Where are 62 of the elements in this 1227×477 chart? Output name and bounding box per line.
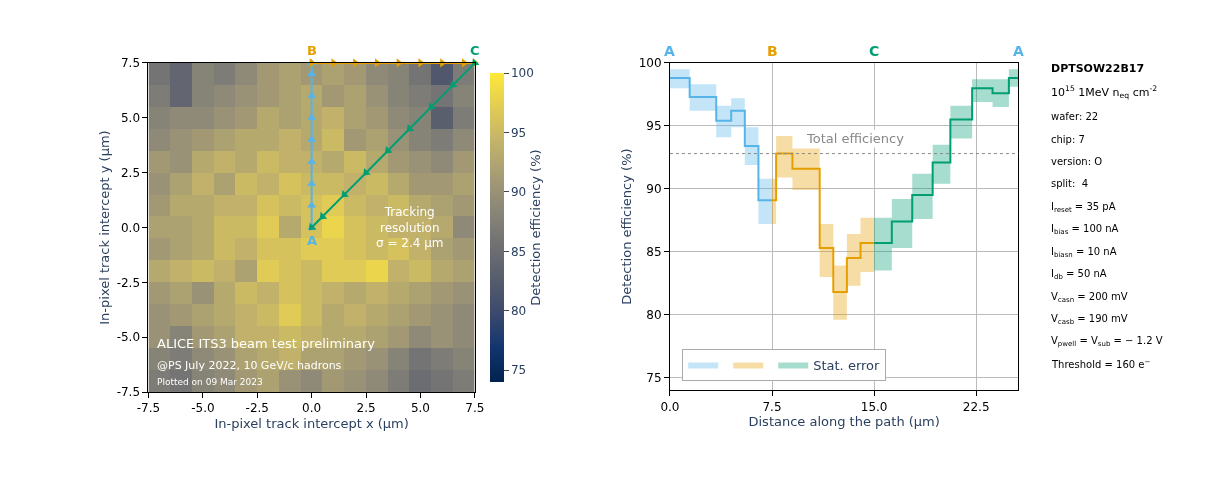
text: I$_{db}$ = 50 nA xyxy=(1051,268,1107,282)
text: V$_{pwell}$ = V$_{sub}$ = − 1.2 V xyxy=(1051,335,1163,349)
x-tick-label: 7.5 xyxy=(762,399,782,414)
text: I$_{reset}$ = 35 pA xyxy=(1051,201,1116,215)
text: split: 4 xyxy=(1051,178,1089,189)
x-tick-label: 5.0 xyxy=(410,401,430,416)
annotation: ALICE ITS3 beam test preliminary xyxy=(157,336,376,351)
y-tick-label: 2.5 xyxy=(120,165,141,180)
text: version: O xyxy=(1051,156,1103,167)
ref-line-label: Total efficiency xyxy=(806,131,905,146)
color-bar-label: 80 xyxy=(510,303,527,318)
x-axis-title: Distance along the path (μm) xyxy=(748,414,940,430)
text: B xyxy=(767,43,778,59)
text: 10$^{15}$ 1MeV n$_{eq}$ cm$^{-2}$ xyxy=(1051,84,1158,100)
x-tick-label: 15.0 xyxy=(860,399,888,414)
annotation: @PS July 2022, 10 GeV/c hadrons xyxy=(157,359,342,372)
text: C xyxy=(470,43,480,58)
y-tick-label: 85 xyxy=(646,244,662,259)
color-bar-label: 95 xyxy=(510,125,527,140)
annotation: A xyxy=(307,233,318,248)
annotation: Plotted on 09 Mar 2023 xyxy=(157,377,263,387)
color-bar-label: 90 xyxy=(510,185,527,200)
y-tick-label: -2.5 xyxy=(116,275,141,290)
y-tick-label: 5.0 xyxy=(120,111,141,126)
y-tick-label: 90 xyxy=(646,182,662,197)
text: V$_{casn}$ = 200 mV xyxy=(1051,291,1128,305)
color-bar-label: 75 xyxy=(510,363,527,378)
legend-label: Stat. error xyxy=(813,357,881,373)
color-bar-label: 100 xyxy=(510,66,534,81)
text: V$_{casb}$ = 190 mV xyxy=(1051,313,1128,327)
y-axis-title: In-pixel track intercept y (μm) xyxy=(96,130,112,325)
annotation: Tracking resolution σ = 2.4 μm xyxy=(376,205,444,251)
text: Threshold = 160 e$^{−}$ xyxy=(1051,358,1151,371)
y-tick-label: 75 xyxy=(646,370,662,385)
text: I$_{bias}$ = 100 nA xyxy=(1051,223,1119,237)
text: chip: 7 xyxy=(1051,134,1085,145)
y-tick-label: -5.0 xyxy=(116,330,141,345)
y-tick-label: 95 xyxy=(646,119,662,134)
x-tick-label: -5.0 xyxy=(191,401,215,416)
x-tick-label: 0.0 xyxy=(660,399,680,414)
y-tick-label: 80 xyxy=(646,307,662,322)
x-tick-label: 22.5 xyxy=(962,399,990,414)
text: I$_{biasn}$ = 10 nA xyxy=(1051,246,1117,260)
x-tick-label: 2.5 xyxy=(356,401,376,416)
text: DPTSOW22B17 xyxy=(1051,62,1145,75)
text: A xyxy=(1013,43,1024,59)
y-tick-label: -7.5 xyxy=(116,385,141,400)
text: wafer: 22 xyxy=(1051,111,1099,122)
x-axis-title: In-pixel track intercept x (μm) xyxy=(214,416,409,432)
color-bar-title: Detection efficiency (%) xyxy=(528,149,544,306)
text: B xyxy=(307,43,317,58)
x-tick-label: -7.5 xyxy=(136,401,161,416)
x-tick-label: -2.5 xyxy=(245,401,269,416)
y-tick-label: 0.0 xyxy=(120,220,141,235)
text: A xyxy=(664,43,675,59)
y-axis-title: Detection efficiency (%) xyxy=(618,148,634,305)
color-bar-label: 85 xyxy=(510,244,527,259)
x-tick-label: 0.0 xyxy=(302,401,322,416)
text: C xyxy=(869,43,880,59)
x-tick-label: 7.5 xyxy=(465,401,485,416)
y-tick-label: 7.5 xyxy=(120,56,141,71)
y-tick-label: 100 xyxy=(638,56,662,71)
